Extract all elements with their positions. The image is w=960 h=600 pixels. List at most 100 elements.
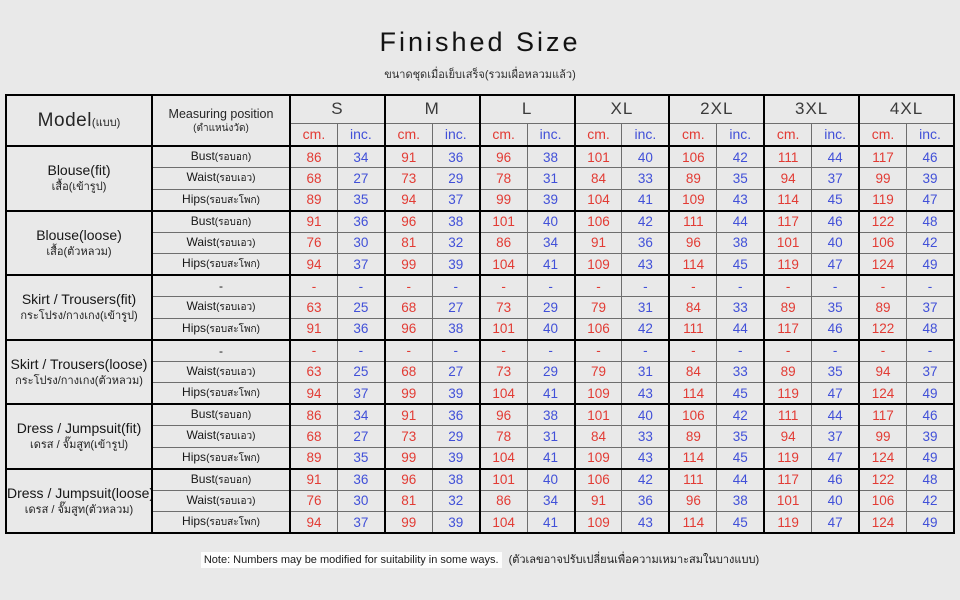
- value-cm-cell: -: [858, 338, 907, 362]
- value-cm-cell: 81: [383, 231, 433, 254]
- value-inc-cell: 36: [336, 317, 386, 340]
- value-inc-cell: 36: [621, 231, 670, 254]
- value-cm-cell: 119: [763, 446, 813, 469]
- label-main: Blouse(loose): [36, 226, 122, 243]
- value-inc-cell: 36: [336, 209, 386, 233]
- value-inc-cell: -: [905, 338, 955, 362]
- value-inc-cell: 37: [336, 253, 386, 276]
- note: Note: Numbers may be modified for suitab…: [0, 550, 960, 568]
- value-inc-cell: 40: [621, 403, 670, 426]
- value-cm-cell: 106: [858, 231, 907, 254]
- value-inc-cell: 37: [811, 167, 860, 190]
- value-inc-cell: 42: [621, 467, 670, 491]
- value-inc-cell: 34: [526, 489, 576, 512]
- unit-cm-label: cm.: [383, 122, 433, 147]
- value-cm-cell: 99: [383, 511, 433, 534]
- label-sub: (รอบเอว): [216, 366, 256, 378]
- value-cm-cell: 76: [288, 231, 338, 254]
- value-cm-cell: -: [478, 274, 528, 297]
- value-inc-cell: -: [621, 274, 670, 297]
- table-row: Waist(รอบเอว) 68 27 73 29 78 31 84 33 89 35 94 37 99 3…: [6, 167, 955, 190]
- table-row: Hips(รอบสะโพก) 89 35 99 39 104 41 109 43 114 45 119…: [6, 446, 955, 469]
- measuring-position-cell: Hips(รอบสะโพก): [151, 382, 291, 405]
- unit-cm-label: cm.: [763, 122, 813, 147]
- value-inc-cell: 44: [716, 467, 765, 491]
- value-inc-cell: 45: [811, 188, 860, 211]
- value-cm-cell: 101: [763, 231, 813, 254]
- value-inc-cell: 43: [621, 253, 670, 276]
- value-cm-cell: 96: [478, 145, 528, 168]
- label-sub: (รอบอก): [214, 410, 252, 421]
- unit-cm-label: cm.: [573, 122, 623, 147]
- value-cm-cell: 86: [288, 145, 338, 168]
- value-cm-cell: 114: [763, 188, 813, 211]
- page-subtitle: ขนาดชุดเมื่อเย็บเสร็จ(รวมเผื่อหลวมแล้ว): [384, 69, 576, 81]
- value-inc-cell: 31: [526, 425, 576, 448]
- value-cm-cell: 89: [288, 446, 338, 469]
- finished-size-table: Model(แบบ) Measuring position (ตำแหน่งวัด)…: [5, 94, 955, 534]
- value-cm-cell: 99: [858, 425, 907, 448]
- value-cm-cell: 99: [383, 446, 433, 469]
- value-inc-cell: 33: [621, 425, 670, 448]
- measuring-position-cell: Waist(รอบเอว): [151, 360, 291, 383]
- measuring-position-cell: Waist(รอบเอว): [151, 231, 291, 254]
- label-main: Waist: [186, 170, 217, 185]
- measuring-position-cell: Hips(รอบสะโพก): [151, 446, 291, 469]
- value-inc-cell: 31: [621, 360, 670, 383]
- unit-inc-label: inc.: [621, 122, 670, 147]
- value-cm-cell: 106: [668, 145, 718, 168]
- value-cm-cell: 79: [573, 360, 623, 383]
- value-inc-cell: 30: [336, 489, 386, 512]
- label-sub: (รอบสะโพก): [206, 388, 260, 399]
- value-inc-cell: 39: [526, 188, 576, 211]
- label-sub: เสื้อ(เข้ารูป): [51, 181, 107, 194]
- value-inc-cell: -: [526, 338, 576, 362]
- measuring-position-cell: Waist(รอบเอว): [151, 167, 291, 190]
- label-main: Measuring position: [168, 106, 274, 121]
- value-cm-cell: 73: [478, 360, 528, 383]
- value-cm-cell: 89: [668, 167, 718, 190]
- table-row: Waist(รอบเอว) 76 30 81 32 86 34 91 36 96 38 101 40 10…: [6, 231, 955, 254]
- value-cm-cell: 106: [573, 467, 623, 491]
- value-cm-cell: 91: [383, 145, 433, 168]
- value-cm-cell: 94: [288, 382, 338, 405]
- label-main: Waist: [186, 492, 217, 507]
- header-size-L: L: [478, 94, 576, 124]
- table-row: Dress / Jumpsuit(loose) เดรส / จั๊มสูท(ตั…: [5, 467, 955, 534]
- value-inc-cell: 46: [905, 403, 955, 426]
- label-main: Hips: [182, 256, 207, 270]
- value-inc-cell: 38: [431, 209, 481, 233]
- unit-cm-label: cm.: [858, 122, 907, 147]
- value-inc-cell: 49: [905, 253, 955, 276]
- label-sub: (รอบอก): [214, 152, 252, 163]
- unit-inc-label: inc.: [716, 122, 765, 147]
- value-cm-cell: 96: [383, 209, 433, 233]
- value-inc-cell: 49: [905, 382, 955, 405]
- value-cm-cell: 114: [668, 511, 718, 534]
- value-cm-cell: 73: [383, 425, 433, 448]
- value-inc-cell: -: [431, 274, 481, 297]
- value-inc-cell: 37: [811, 425, 860, 448]
- value-cm-cell: 96: [383, 467, 433, 491]
- model-cell: Dress / Jumpsuit(fit) เดรส / จั๊มสูท(เข้า…: [5, 403, 153, 469]
- value-inc-cell: 48: [905, 209, 955, 233]
- value-cm-cell: -: [288, 338, 338, 362]
- label-main: -: [219, 343, 223, 358]
- label-main: Hips: [182, 449, 207, 464]
- value-inc-cell: 42: [905, 231, 955, 254]
- value-cm-cell: 106: [573, 209, 623, 233]
- table-row: Blouse(fit) เสื้อ(เข้ารูป) Bust(รอบอก) 86 34…: [5, 145, 955, 211]
- header-size-XL: XL: [573, 94, 670, 124]
- value-inc-cell: 41: [526, 382, 576, 405]
- value-inc-cell: 49: [905, 511, 955, 534]
- value-inc-cell: 38: [526, 403, 576, 426]
- value-inc-cell: 27: [336, 167, 386, 190]
- header-size-S: S: [289, 94, 386, 124]
- value-cm-cell: 119: [858, 188, 907, 211]
- value-cm-cell: 114: [668, 446, 718, 469]
- value-cm-cell: 76: [288, 489, 338, 512]
- value-inc-cell: 41: [526, 446, 576, 469]
- value-cm-cell: 81: [383, 489, 433, 512]
- value-cm-cell: 114: [668, 253, 718, 276]
